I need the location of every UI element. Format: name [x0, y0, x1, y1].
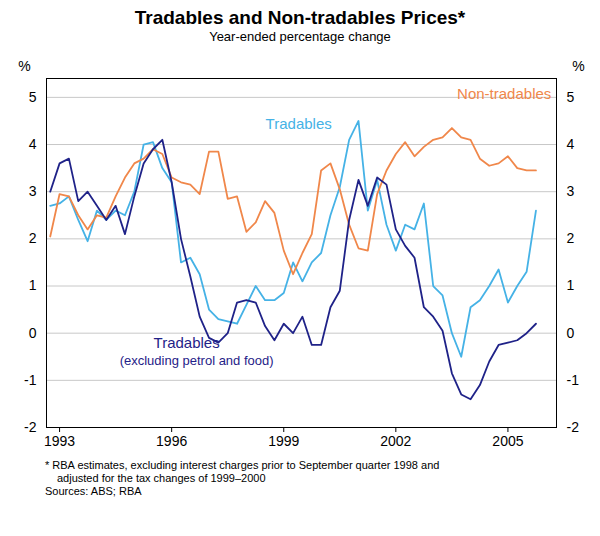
svg-text:2002: 2002 — [380, 433, 411, 449]
html-text:Tradables and Non-tradables Pr: Tradables and Non-tradables Prices* — [134, 7, 466, 28]
svg-text:Tradables: Tradables — [154, 334, 220, 351]
svg-text:0: 0 — [29, 325, 37, 341]
svg-text:1996: 1996 — [156, 433, 187, 449]
svg-text:4: 4 — [29, 136, 37, 152]
svg-text:5: 5 — [29, 89, 37, 105]
svg-text:3: 3 — [29, 183, 37, 199]
svg-text:%: % — [18, 58, 30, 74]
svg-text:-1: -1 — [24, 372, 37, 388]
svg-text:1999: 1999 — [268, 433, 299, 449]
svg-text:0: 0 — [567, 325, 575, 341]
svg-text:%: % — [572, 58, 584, 74]
svg-text:1993: 1993 — [44, 433, 75, 449]
svg-text:2: 2 — [567, 230, 575, 246]
svg-text:1: 1 — [567, 277, 575, 293]
svg-text:(excluding petrol and food): (excluding petrol and food) — [120, 353, 274, 368]
html-text:Year-ended percentage change: Year-ended percentage change — [209, 29, 391, 44]
svg-text:-1: -1 — [567, 372, 580, 388]
svg-text:1: 1 — [29, 277, 37, 293]
html-text:* RBA estimates, excluding int: * RBA estimates, excluding interest char… — [45, 459, 440, 484]
svg-text:2005: 2005 — [492, 433, 523, 449]
svg-text:3: 3 — [567, 183, 575, 199]
svg-text:-2: -2 — [24, 419, 37, 435]
svg-text:2: 2 — [29, 230, 37, 246]
svg-text:Non-tradables: Non-tradables — [457, 85, 551, 102]
html-text:Sources: ABS; RBA: Sources: ABS; RBA — [45, 485, 142, 497]
svg-text:5: 5 — [567, 89, 575, 105]
svg-text:Tradables: Tradables — [266, 115, 332, 132]
svg-text:-2: -2 — [567, 419, 580, 435]
svg-text:4: 4 — [567, 136, 575, 152]
